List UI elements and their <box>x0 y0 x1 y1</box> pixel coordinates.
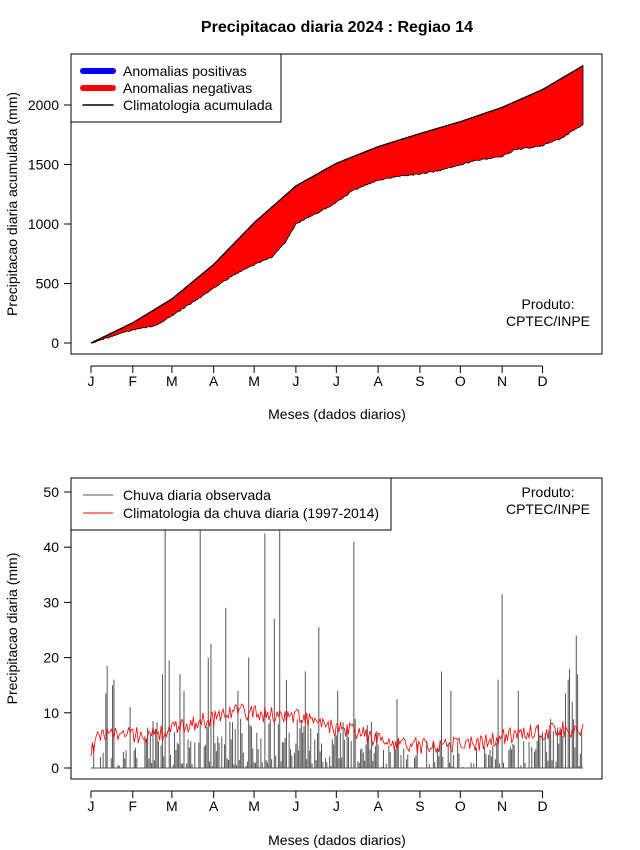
x-tick-label: M <box>248 798 260 814</box>
x-tick-label: M <box>166 373 178 389</box>
x-tick-label: N <box>497 373 507 389</box>
x-tick-label: S <box>415 373 424 389</box>
x-tick-label: S <box>415 798 424 814</box>
x-tick-label: F <box>129 798 138 814</box>
x-tick-label: J <box>88 373 95 389</box>
x-axis-label: Meses (dados diarios) <box>268 406 406 422</box>
x-tick-label: F <box>129 373 138 389</box>
x-axis-label: Meses (dados diarios) <box>268 832 406 848</box>
product-note: Produto: <box>522 296 575 312</box>
x-tick-label: M <box>248 373 260 389</box>
x-tick-label: A <box>373 373 383 389</box>
x-tick-label: D <box>537 373 547 389</box>
y-tick-label: 0 <box>51 760 59 776</box>
product-note: Produto: <box>522 484 575 500</box>
product-note: CPTEC/INPE <box>506 501 590 517</box>
x-tick-label: J <box>292 373 299 389</box>
cumulative-precipitation-panel: 0 500 1000 1500 2000 Precipitacao diaria acum… <box>4 53 603 422</box>
x-tick-label: J <box>333 798 340 814</box>
y-tick-label: 50 <box>43 484 59 500</box>
x-tick-label: J <box>333 373 340 389</box>
y-axis-label: Precipitacao diaria acumulada (mm) <box>4 92 20 316</box>
x-tick-label: A <box>373 798 383 814</box>
daily-rain-bars <box>90 480 584 769</box>
climatology-daily-line <box>90 703 584 757</box>
y-tick-label: 20 <box>43 650 59 666</box>
climatology-cumulative-line <box>90 65 584 344</box>
daily-precipitation-panel: 0 10 20 30 40 50 Precipitacao diaria (mm) J F M A M… <box>4 477 603 848</box>
x-tick-label: N <box>497 798 507 814</box>
x-tick-label: J <box>292 798 299 814</box>
x-tick-label: A <box>209 798 219 814</box>
y-tick-label: 1500 <box>28 157 59 173</box>
product-note: CPTEC/INPE <box>506 313 590 329</box>
y-tick-label: 40 <box>43 539 59 555</box>
y-tick-label: 0 <box>51 335 59 351</box>
chart-title: Precipitacao diaria 2024 : Regiao 14 <box>201 19 473 36</box>
y-tick-label: 30 <box>43 594 59 610</box>
x-tick-label: M <box>166 798 178 814</box>
y-tick-label: 500 <box>36 276 60 292</box>
legend-label: Anomalias negativas <box>123 80 252 96</box>
x-tick-label: J <box>88 798 95 814</box>
legend-label: Climatologia acumulada <box>123 97 273 113</box>
legend-label: Climatologia da chuva diaria (1997-2014) <box>123 505 379 521</box>
y-tick-label: 10 <box>43 705 59 721</box>
legend-label: Chuva diaria observada <box>123 487 271 503</box>
plot-frame <box>70 53 603 355</box>
x-tick-label: O <box>455 798 466 814</box>
x-tick-label: D <box>537 798 547 814</box>
x-tick-label: A <box>209 373 219 389</box>
legend-label: Anomalias positivas <box>123 63 247 79</box>
y-tick-label: 1000 <box>28 216 59 232</box>
legend-box <box>70 477 392 531</box>
legend: Chuva diaria observada Climatologia da ch… <box>70 477 392 531</box>
x-tick-label: O <box>455 373 466 389</box>
y-tick-label: 2000 <box>28 97 59 113</box>
y-axis-label: Precipitacao diaria (mm) <box>4 553 20 705</box>
